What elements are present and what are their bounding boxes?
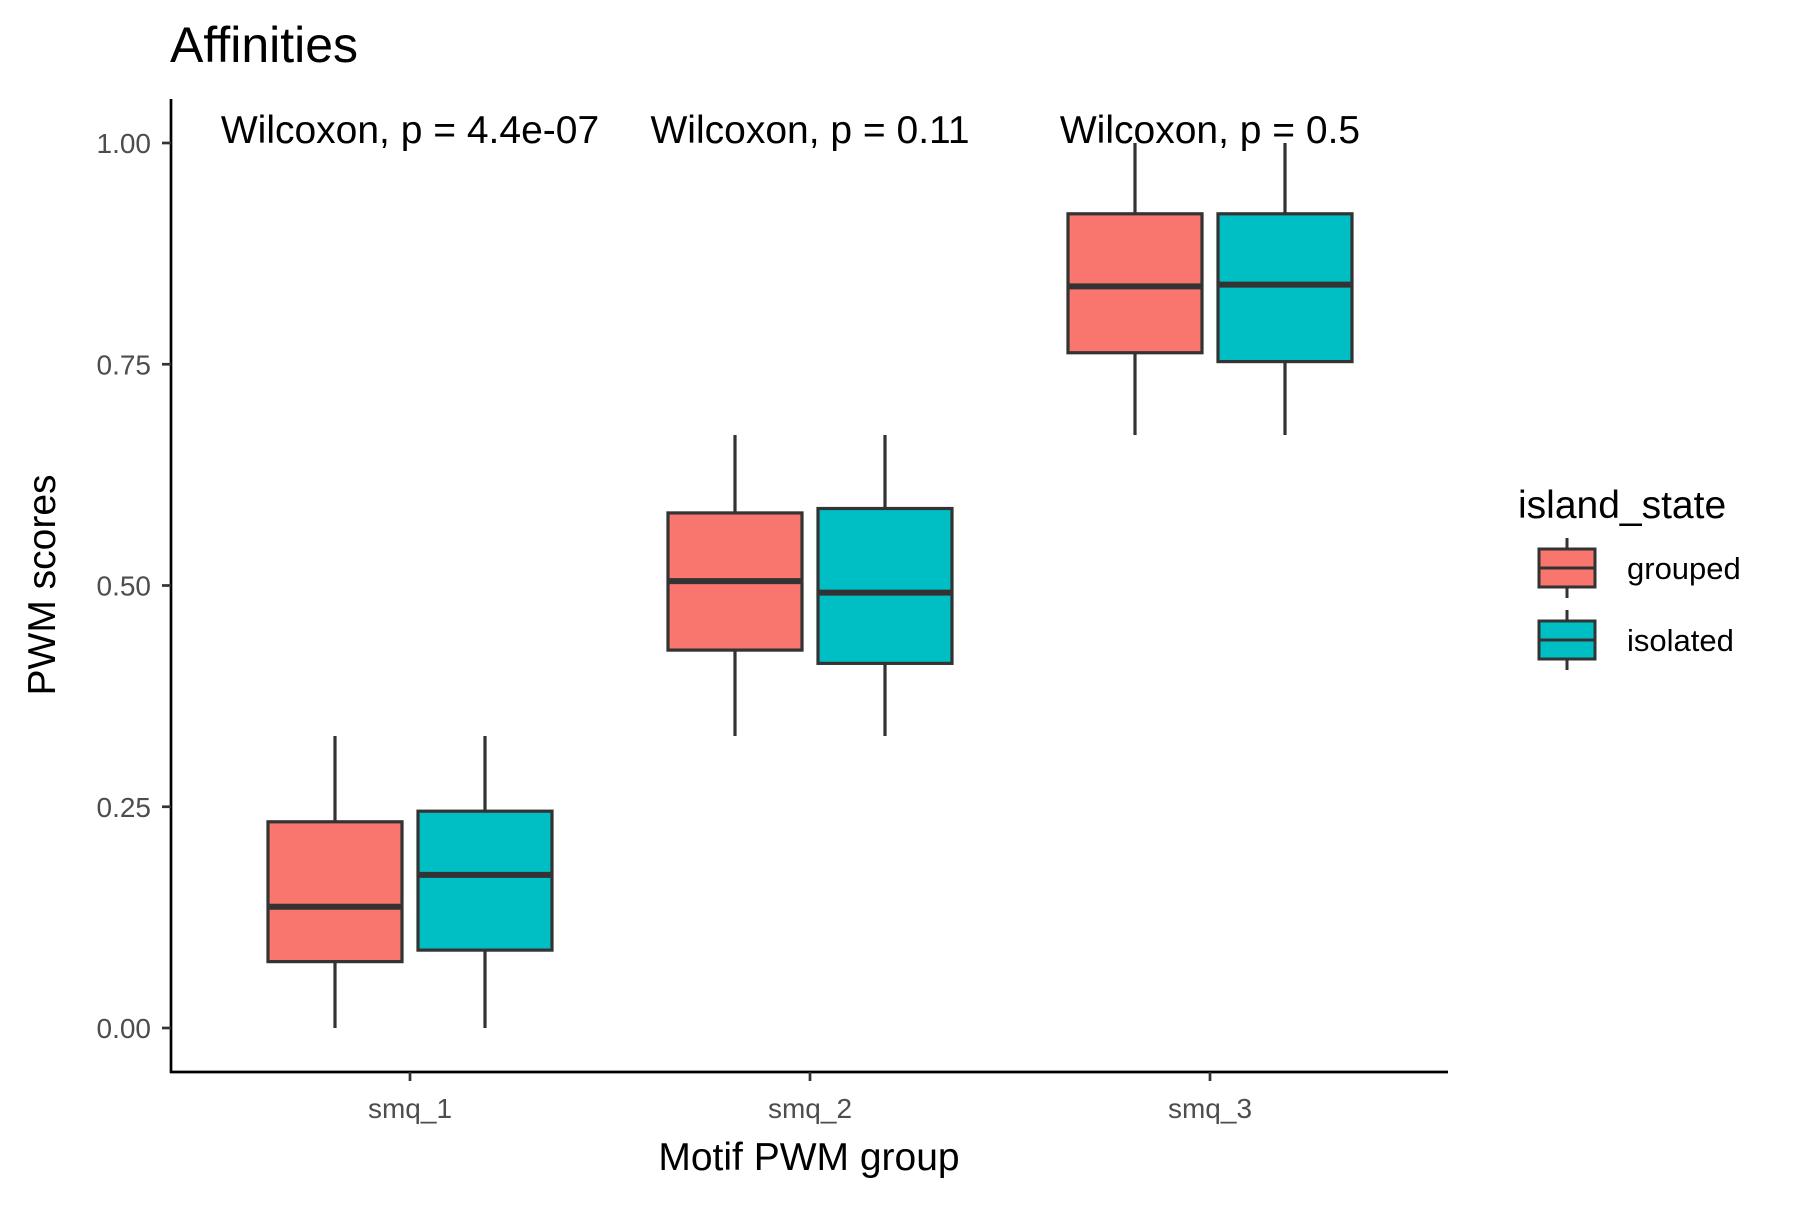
x-tick-label: smq_3 — [1168, 1093, 1252, 1124]
y-axis-title: PWM scores — [21, 474, 64, 695]
box-body — [416, 809, 554, 952]
y-tick-label: 0.25 — [97, 792, 152, 823]
y-tick-label: 0.50 — [97, 571, 152, 602]
legend: island_state grouped isolated — [1518, 484, 1741, 670]
chart-title: Affinities — [170, 17, 358, 73]
x-axis-title: Motif PWM group — [658, 1136, 959, 1179]
legend-item-grouped: grouped — [1537, 538, 1741, 598]
x-tick-label: smq_2 — [768, 1093, 852, 1124]
box-isolated-smq_2 — [816, 435, 954, 736]
box-layer — [266, 143, 1354, 1028]
box-grouped-smq_1 — [266, 735, 404, 1028]
x-tick-label: smq_1 — [368, 1093, 452, 1124]
legend-label: isolated — [1627, 623, 1734, 658]
legend-item-isolated: isolated — [1537, 610, 1734, 670]
y-tick-label: 1.00 — [97, 128, 152, 159]
legend-title: island_state — [1518, 484, 1726, 527]
box-body — [816, 506, 954, 665]
box-body — [1216, 212, 1354, 364]
legend-label: grouped — [1627, 551, 1741, 586]
box-body — [1066, 212, 1204, 355]
y-tick-layer: 0.00 0.25 0.50 0.75 1.00 — [97, 128, 171, 1044]
pvalue-annotation: Wilcoxon, p = 4.4e-07 — [221, 109, 599, 152]
box-body — [266, 820, 404, 964]
box-grouped-smq_2 — [666, 435, 804, 736]
box-grouped-smq_3 — [1066, 143, 1204, 436]
y-tick-label: 0.75 — [97, 349, 152, 380]
annotation-layer: Wilcoxon, p = 4.4e-07 Wilcoxon, p = 0.11 W… — [221, 109, 1360, 152]
x-tick-layer: smq_1 smq_2 smq_3 — [368, 1072, 1252, 1124]
box-isolated-smq_3 — [1216, 143, 1354, 436]
pvalue-annotation: Wilcoxon, p = 0.11 — [650, 109, 969, 152]
pvalue-annotation: Wilcoxon, p = 0.5 — [1060, 109, 1360, 152]
box-isolated-smq_1 — [416, 735, 554, 1028]
y-tick-label: 0.00 — [97, 1013, 152, 1044]
